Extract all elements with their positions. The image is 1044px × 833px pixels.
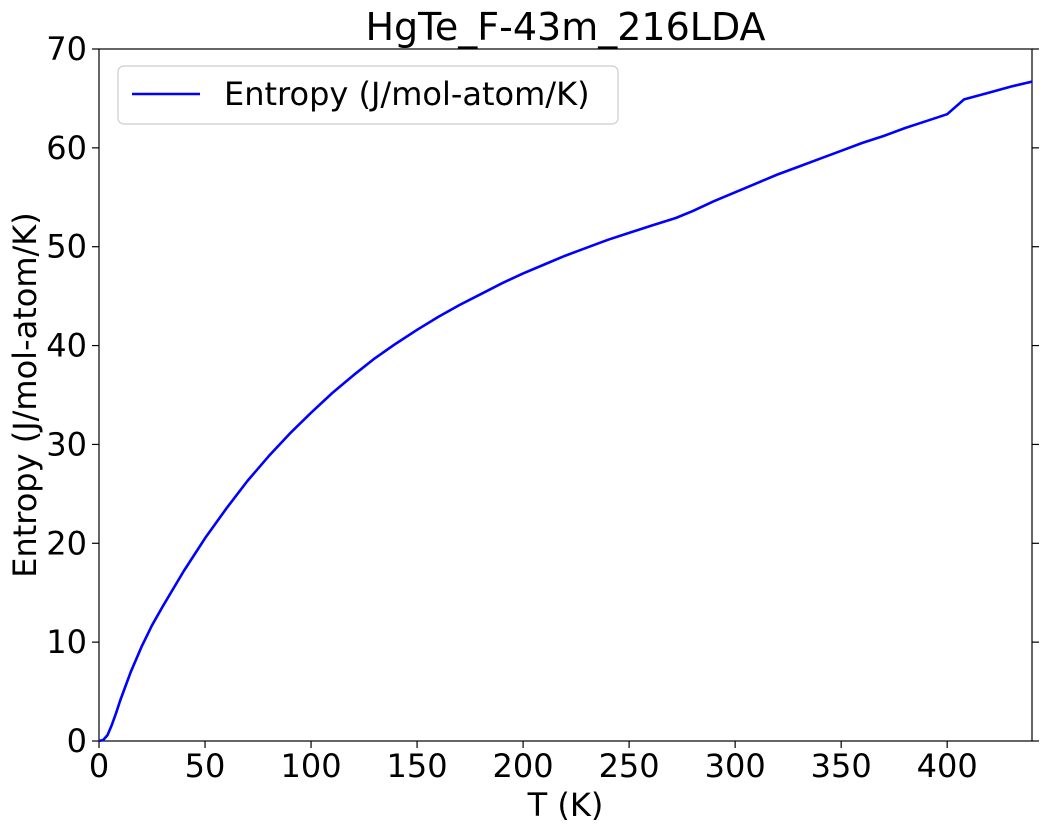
plot-frame	[98, 48, 1033, 742]
chart-title: HgTe_F-43m_216LDA	[365, 5, 765, 49]
x-axis-ticks: 0 50 100 150 200 250 300 350 400	[89, 741, 978, 785]
x-tick-label: 300	[705, 747, 766, 785]
x-tick-label: 0	[89, 747, 109, 785]
legend: Entropy (J/mol-atom/K)	[117, 65, 619, 125]
x-axis-label: T (K)	[527, 786, 604, 824]
y-tick-label: 0	[67, 722, 87, 760]
x-tick-label: 200	[493, 747, 554, 785]
series-layer	[98, 80, 1033, 743]
x-tick-label: 100	[281, 747, 342, 785]
y-tick-label: 10	[46, 623, 87, 661]
x-tick-label: 400	[917, 747, 978, 785]
x-tick-label: 50	[185, 747, 226, 785]
y-tick-label: 70	[46, 30, 87, 68]
y-tick-label: 60	[46, 129, 87, 167]
y-tick-label: 50	[46, 228, 87, 266]
x-tick-label: 250	[599, 747, 660, 785]
y-tick-label: 20	[46, 524, 87, 562]
x-tick-label: 350	[811, 747, 872, 785]
legend-entry-label: Entropy (J/mol-atom/K)	[224, 75, 590, 113]
y-tick-label: 40	[46, 327, 87, 365]
y-axis-label: Entropy (J/mol-atom/K)	[6, 212, 44, 578]
y-axis-ticks: 0 10 20 30 40 50 60 70	[46, 30, 1039, 760]
legend-box	[117, 65, 619, 125]
y-tick-label: 30	[46, 425, 87, 463]
entropy-series-line	[98, 80, 1033, 743]
plot-area	[98, 48, 1033, 742]
x-tick-label: 150	[387, 747, 448, 785]
